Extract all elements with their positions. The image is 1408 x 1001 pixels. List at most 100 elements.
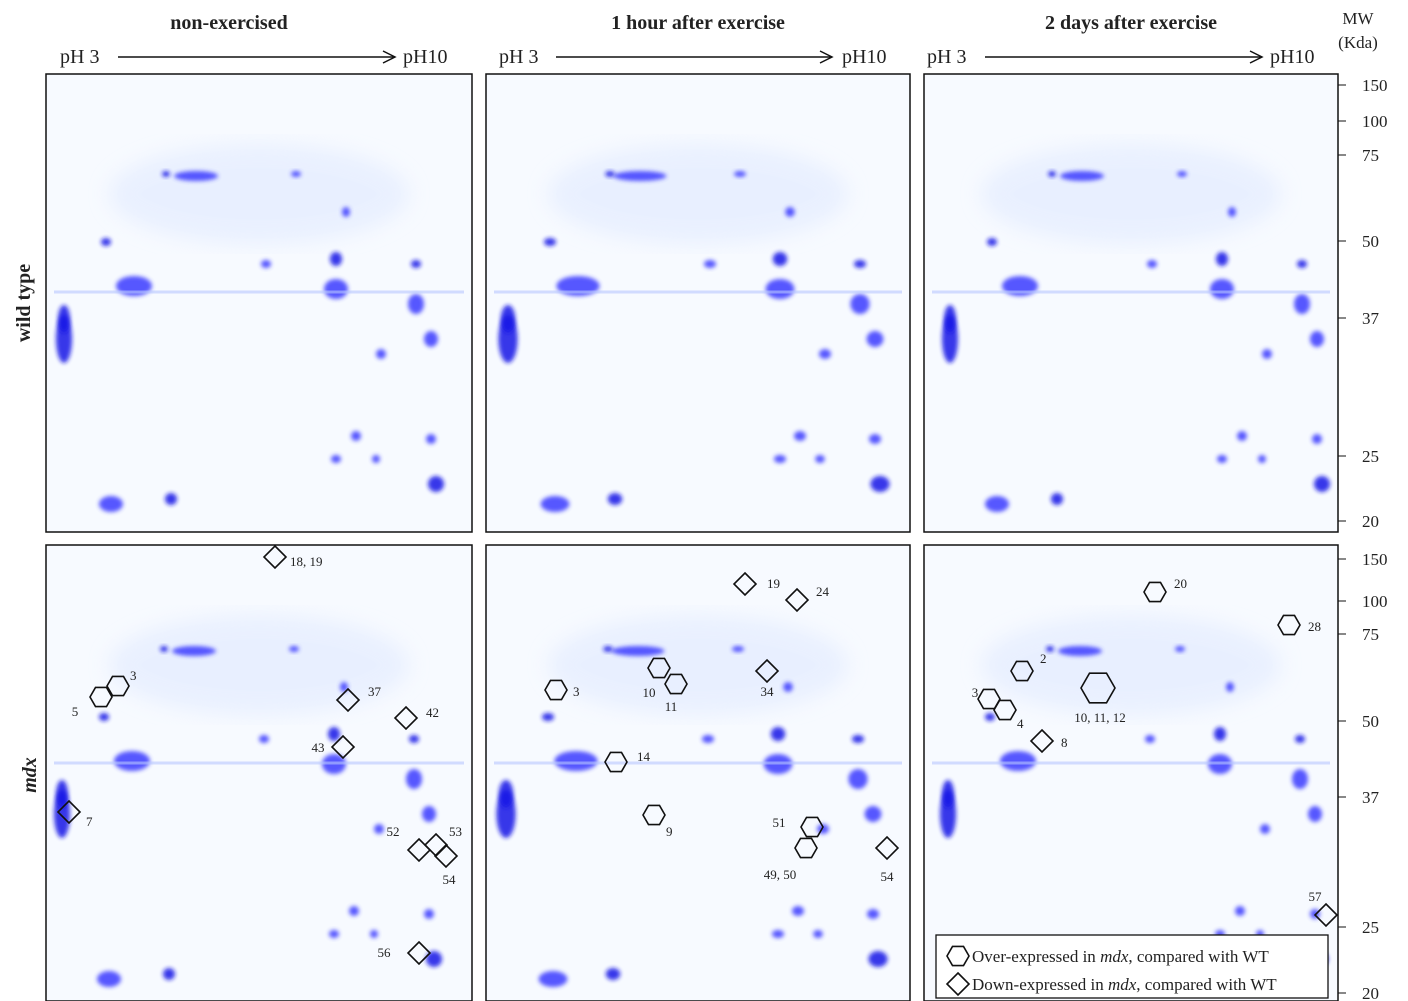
gel-spot [815,455,825,463]
gel-spot [1310,331,1324,347]
gel [46,74,472,532]
marker-label: 37 [368,684,382,699]
gel-spot [783,682,793,692]
gel-spot [1000,751,1036,771]
ph-end: pH10 [842,46,886,68]
ph-start: pH 3 [927,46,966,68]
gel-spot [1237,431,1247,441]
marker-label: 20 [1174,576,1187,591]
mw-unit: (Kda) [1338,33,1378,52]
gel-spot [101,238,111,246]
marker-label: 18, 19 [290,554,323,569]
marker-label: 52 [387,824,400,839]
gel-spot [374,824,384,834]
mw-label: 75 [1362,625,1379,644]
gel [46,545,472,1001]
gel-spot [1314,476,1330,492]
gel-spot [424,331,438,347]
gel [924,545,1338,1001]
gel-frame [486,74,910,532]
legend-prefix: Over-expressed in [972,947,1100,966]
gel-spot [702,735,714,743]
figure: non-exercisedpH 3pH101 hour after exerci… [0,0,1408,1001]
gel-spot [704,260,716,268]
gel-spot [1210,279,1234,299]
gel-haze [548,615,848,715]
marker-label: 3 [972,685,979,700]
marker-label: 24 [816,584,830,599]
gel [486,545,910,1001]
marker-label: 28 [1308,619,1321,634]
gel-spot [1260,824,1270,834]
gel-spot [541,496,570,512]
gel-spot [165,493,177,505]
gel-spot [606,968,620,980]
mw-title: MW [1342,9,1374,28]
gel-panels [46,74,1338,1001]
gel-spot [772,930,784,938]
gel-frame [924,545,1338,1001]
legend-suffix: , compared with WT [1128,947,1269,966]
gel-spot [732,646,744,652]
gel-spot [603,646,613,652]
gel-spot [172,646,216,656]
mw-label: 25 [1362,918,1379,937]
gel-spot [942,780,954,808]
gel-spot [1060,171,1104,181]
gel-spot [792,906,804,916]
column-title: 1 hour after exercise [611,12,785,34]
marker-label: 5 [72,704,79,719]
marker-label: 51 [773,815,786,830]
gel-spot [162,171,170,177]
gel-spot [411,260,421,268]
row-label: wild type [13,264,35,342]
legend-italic: mdx [1108,975,1137,994]
gel-spot [852,735,864,743]
mw-label: 25 [1362,447,1379,466]
legend-prefix: Down-expressed in [972,975,1108,994]
legend: Over-expressed in mdx, compared with WTD… [936,935,1328,998]
gel-spot [291,171,301,177]
gel-spot [542,713,554,721]
marker-label: 54 [443,872,457,887]
gel-spot [328,727,340,741]
gel-spot [1048,171,1056,177]
marker-label: 56 [378,945,392,960]
gel-spot [1177,171,1187,177]
gel-spot [409,735,419,743]
gel-spot [406,769,422,789]
gel-spot [261,260,271,268]
marker-label: 3 [573,684,580,699]
marker-label: 4 [1017,716,1024,731]
gel-haze [981,615,1281,715]
marker-label: 53 [449,824,462,839]
gel-spot [985,713,995,721]
gel-spot [259,735,269,743]
gel-spot [766,279,795,299]
gel-haze [548,144,848,244]
gel-spot [539,971,568,987]
gel-spot [1235,906,1245,916]
gel-spot [289,646,299,652]
gel-frame [486,545,910,1001]
marker-label: 11 [665,699,678,714]
gel-spot [865,806,882,822]
gel-spot [854,260,866,268]
gel-frame [924,74,1338,532]
gel-spot [614,171,667,181]
gel-spot [1175,646,1185,652]
marker-label: 14 [637,749,651,764]
gel-spot [114,751,150,771]
gel-spot [1292,769,1308,789]
gel-spot [370,930,378,938]
mw-label: 37 [1362,309,1380,328]
gel-haze [981,144,1281,244]
mw-label: 100 [1362,112,1388,131]
gel-spot [1226,682,1234,692]
legend-entry: Over-expressed in mdx, compared with WT [972,947,1269,966]
gel-spot [985,496,1009,512]
gel-spot [1145,735,1155,743]
gel-spot [813,930,823,938]
gel-spot [794,431,806,441]
ph-end: pH10 [403,46,447,68]
